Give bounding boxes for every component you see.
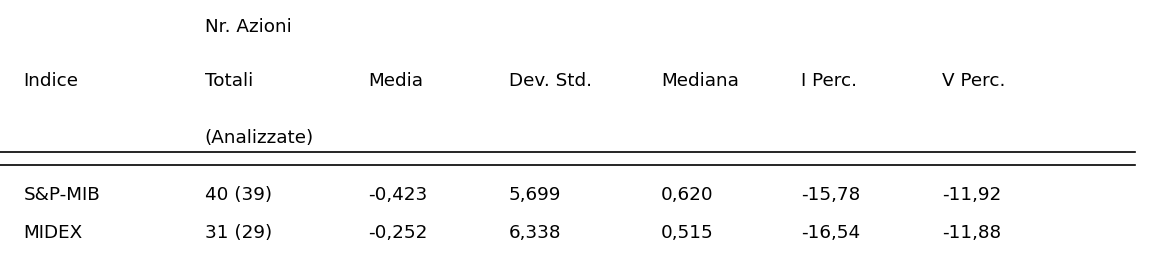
Text: MIDEX: MIDEX <box>23 224 83 243</box>
Text: 6,338: 6,338 <box>509 224 562 243</box>
Text: 31 (29): 31 (29) <box>205 224 271 243</box>
Text: -16,54: -16,54 <box>801 224 861 243</box>
Text: -0,423: -0,423 <box>369 186 428 204</box>
Text: -11,92: -11,92 <box>942 186 1002 204</box>
Text: -15,78: -15,78 <box>801 186 861 204</box>
Text: -0,252: -0,252 <box>369 224 428 243</box>
Text: V Perc.: V Perc. <box>942 72 1005 90</box>
Text: Mediana: Mediana <box>661 72 739 90</box>
Text: 5,699: 5,699 <box>509 186 562 204</box>
Text: Nr. Azioni: Nr. Azioni <box>205 18 291 36</box>
Text: Indice: Indice <box>23 72 78 90</box>
Text: Dev. Std.: Dev. Std. <box>509 72 592 90</box>
Text: Media: Media <box>369 72 424 90</box>
Text: 0,515: 0,515 <box>661 224 714 243</box>
Text: Totali: Totali <box>205 72 253 90</box>
Text: I Perc.: I Perc. <box>801 72 858 90</box>
Text: 0,620: 0,620 <box>661 186 714 204</box>
Text: (Analizzate): (Analizzate) <box>205 129 314 147</box>
Text: 40 (39): 40 (39) <box>205 186 271 204</box>
Text: -11,88: -11,88 <box>942 224 1002 243</box>
Text: S&P-MIB: S&P-MIB <box>23 186 101 204</box>
